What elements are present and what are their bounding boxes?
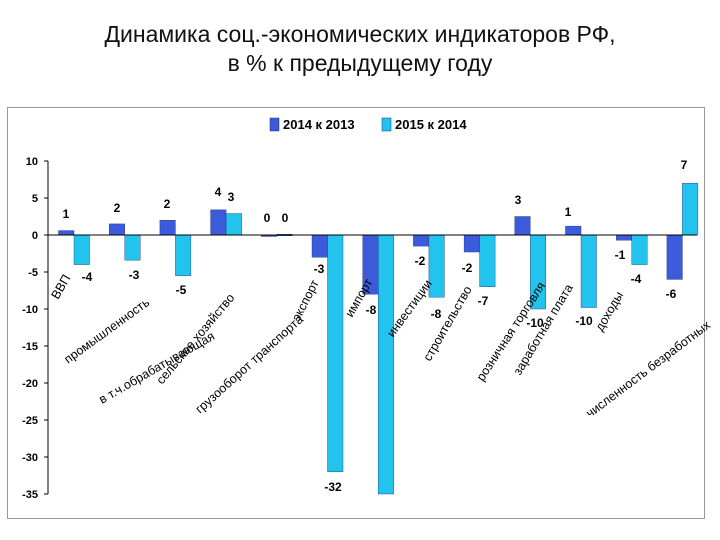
data-label-series2: -4 (82, 270, 93, 284)
series2-bar (580, 234, 597, 308)
data-label-series2: -8 (431, 307, 442, 321)
slide-title: Динамика соц.-экономических индикаторов … (0, 20, 720, 78)
data-label-series2: 3 (228, 190, 235, 204)
y-tick-label: 5 (32, 193, 38, 205)
data-label-series1: 4 (215, 185, 222, 199)
category-label: экспорт (289, 277, 322, 323)
y-tick-label: -5 (28, 267, 38, 279)
data-label-series2: 0 (282, 211, 289, 225)
data-label-series2: -10 (526, 316, 544, 330)
series2-bar (124, 234, 141, 261)
category-label: доходы (592, 289, 626, 333)
category-label: промышленность (62, 295, 153, 366)
y-tick-label: -20 (22, 378, 38, 390)
data-label-series2: -4 (631, 272, 642, 286)
data-label-series2: -3 (129, 268, 140, 282)
series1-bar (159, 219, 176, 236)
category-label: ВВП (48, 272, 73, 301)
data-label-series1: -2 (415, 254, 426, 268)
data-label-series1: 3 (515, 193, 522, 207)
legend-swatch-series2 (381, 117, 392, 132)
y-tick-label: -15 (22, 341, 38, 353)
y-tick-label: -35 (22, 489, 38, 501)
data-label-series2: -7 (478, 294, 489, 308)
data-label-series1: -2 (462, 261, 473, 275)
data-label-series2: -10 (575, 314, 593, 328)
series2-bar (631, 234, 648, 265)
data-label-series1: -3 (314, 262, 325, 276)
category-label: строительство (420, 284, 474, 364)
series1-bar (210, 209, 227, 236)
series2-bar (175, 234, 192, 276)
series2-bar (479, 234, 496, 287)
data-label-series1: 2 (114, 201, 121, 215)
y-tick-label: -30 (22, 452, 38, 464)
series1-bar (108, 223, 125, 236)
y-tick-label: -25 (22, 415, 38, 427)
data-label-series2: 7 (681, 158, 688, 172)
data-label-series1: -1 (615, 248, 626, 262)
series1-bar (58, 230, 75, 236)
y-tick-label: 0 (32, 230, 38, 242)
chart-frame (7, 107, 705, 519)
series1-bar (463, 234, 480, 253)
data-label-series2: -32 (324, 480, 342, 494)
series2-bar (73, 234, 90, 265)
y-tick-label: -10 (22, 304, 38, 316)
data-label-series1: 1 (565, 205, 572, 219)
legend-swatch-series1 (269, 117, 280, 132)
series1-bar (565, 225, 582, 236)
series1-bar (413, 234, 430, 247)
data-label-series1: 1 (63, 207, 70, 221)
series1-bar (311, 234, 328, 258)
legend-label-series1: 2014 к 2013 (283, 117, 355, 132)
y-tick-label: 10 (26, 156, 38, 168)
series1-bar (666, 234, 683, 280)
category-label: сельское хозяйство (154, 291, 238, 387)
legend-label-series2: 2015 к 2014 (395, 117, 467, 132)
data-label-series1: 2 (164, 197, 171, 211)
data-label-series2: -5 (176, 283, 187, 297)
title-line-2: в % к предыдущему году (227, 50, 493, 76)
series1-bar (514, 216, 531, 236)
data-label-series1: 0 (264, 211, 271, 225)
data-label-series1: -6 (666, 287, 677, 301)
series2-bar (225, 213, 242, 236)
series2-bar (378, 234, 394, 495)
series2-bar (327, 234, 344, 473)
data-label-series1: -8 (366, 303, 377, 317)
series2-bar (682, 182, 699, 236)
series1-bar (616, 234, 632, 241)
title-line-1: Динамика соц.-экономических индикаторов … (104, 21, 616, 47)
